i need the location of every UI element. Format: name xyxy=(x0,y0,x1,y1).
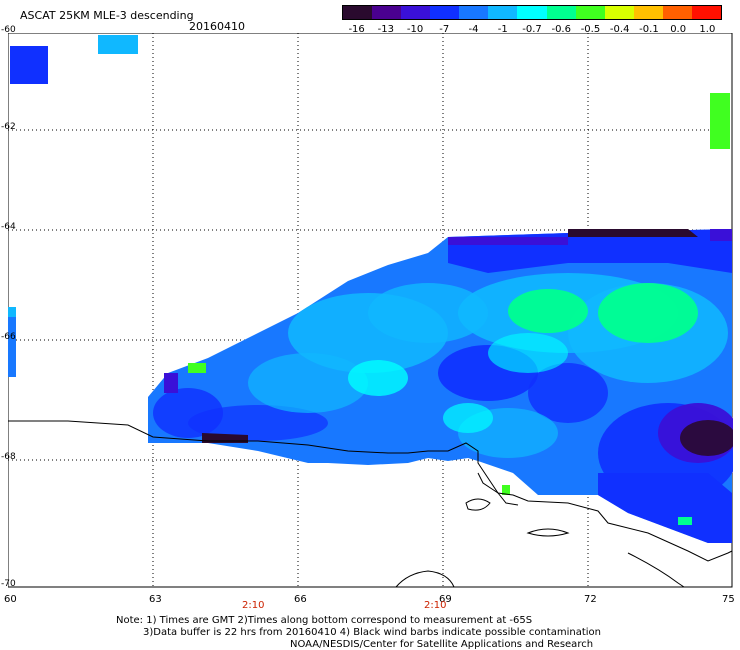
island-outline xyxy=(465,498,491,511)
colorbar-swatch xyxy=(401,6,431,19)
map-panel xyxy=(8,33,733,588)
colorbar-swatch xyxy=(546,6,576,19)
longitude-label: 69 xyxy=(439,594,452,605)
coastline-line xyxy=(477,472,519,506)
colorbar-labels: -16 -13 -10 -7 -4 -1 -0.7 -0.6 -0.5 -0.4 -0.1 0.0 1.… xyxy=(342,24,722,38)
island-outline xyxy=(526,528,570,537)
latitude-label: -70 xyxy=(1,579,16,589)
wind-region xyxy=(248,353,368,413)
colorbar-swatch xyxy=(372,6,402,19)
longitude-label: 66 xyxy=(294,594,307,605)
colorbar-tick-label: -1 xyxy=(497,24,508,35)
wind-region xyxy=(598,473,732,543)
note-line-3: NOAA/NESDIS/Center for Satellite Applica… xyxy=(290,639,594,650)
wind-region xyxy=(508,289,588,333)
colorbar-swatch xyxy=(430,6,460,19)
wind-cell xyxy=(10,46,48,84)
latitude-label: -66 xyxy=(1,332,16,342)
colorbar-swatch xyxy=(343,6,373,19)
colorbar-tick-label: -0.4 xyxy=(609,24,630,35)
latitude-label: -68 xyxy=(1,452,16,462)
wind-region xyxy=(680,420,733,456)
wind-cell xyxy=(164,373,178,393)
colorbar-tick-label: -16 xyxy=(348,24,365,35)
note-line-1: Note: 1) Times are GMT 2)Times along bot… xyxy=(116,615,533,626)
island-outline xyxy=(395,570,455,588)
colorbar-tick-label: -4 xyxy=(468,24,479,35)
colorbar-tick-label: -0.7 xyxy=(522,24,542,35)
coastline-line xyxy=(627,552,685,588)
longitude-label: 60 xyxy=(4,594,17,605)
map-title: ASCAT 25KM MLE-3 descending xyxy=(20,9,194,22)
wind-cell xyxy=(98,35,138,54)
latitude-label: -64 xyxy=(1,222,16,232)
colorbar-swatch xyxy=(575,6,605,19)
latitude-label: -60 xyxy=(1,25,16,35)
colorbar-tick-label: -10 xyxy=(406,24,424,35)
colorbar-tick-label: -0.1 xyxy=(639,24,659,35)
colorbar-tick-label: 0.0 xyxy=(670,24,687,35)
wind-field xyxy=(8,35,733,543)
longitude-label: 72 xyxy=(584,594,597,605)
wind-cell xyxy=(188,363,206,373)
wind-region xyxy=(153,388,223,438)
wind-cell xyxy=(8,307,16,377)
wind-region xyxy=(348,360,408,396)
colorbar-swatch xyxy=(633,6,663,19)
note-line-2: 3)Data buffer is 22 hrs from 20160410 4)… xyxy=(143,627,601,638)
colorbar-swatch xyxy=(459,6,489,19)
colorbar-tick-label: -7 xyxy=(439,24,450,35)
latitude-label: -62 xyxy=(1,122,16,132)
wind-region xyxy=(443,403,493,433)
coastline-line xyxy=(8,420,733,562)
wind-cell xyxy=(710,229,732,241)
colorbar-swatch xyxy=(517,6,547,19)
colorbar-swatch xyxy=(691,6,722,19)
wind-region xyxy=(368,283,488,343)
wind-region xyxy=(188,405,328,441)
colorbar-tick-label: -13 xyxy=(377,24,395,35)
wind-region xyxy=(448,237,568,245)
wind-region xyxy=(528,363,608,423)
coastline xyxy=(8,420,733,588)
colorbar-tick-label: -0.6 xyxy=(551,24,571,35)
colorbar-swatch xyxy=(662,6,692,19)
wind-cell xyxy=(678,517,692,525)
wind-region xyxy=(568,229,698,237)
colorbar xyxy=(342,5,722,20)
lat-lon-grid xyxy=(8,33,732,587)
colorbar-tick-label: 1.0 xyxy=(699,24,716,35)
wind-cell xyxy=(502,485,510,495)
longitude-label: 75 xyxy=(722,594,735,605)
pass-time-label: 2:10 xyxy=(242,600,265,611)
colorbar-swatch xyxy=(488,6,518,19)
map-date: 20160410 xyxy=(189,20,245,33)
pass-time-label: 2:10 xyxy=(424,600,447,611)
wind-cell xyxy=(710,93,730,149)
colorbar-tick-label: -0.5 xyxy=(580,24,601,35)
wind-cell xyxy=(8,307,16,317)
colorbar-swatch xyxy=(604,6,634,19)
longitude-label: 63 xyxy=(149,594,162,605)
wind-region xyxy=(488,333,568,373)
wind-region xyxy=(598,283,698,343)
